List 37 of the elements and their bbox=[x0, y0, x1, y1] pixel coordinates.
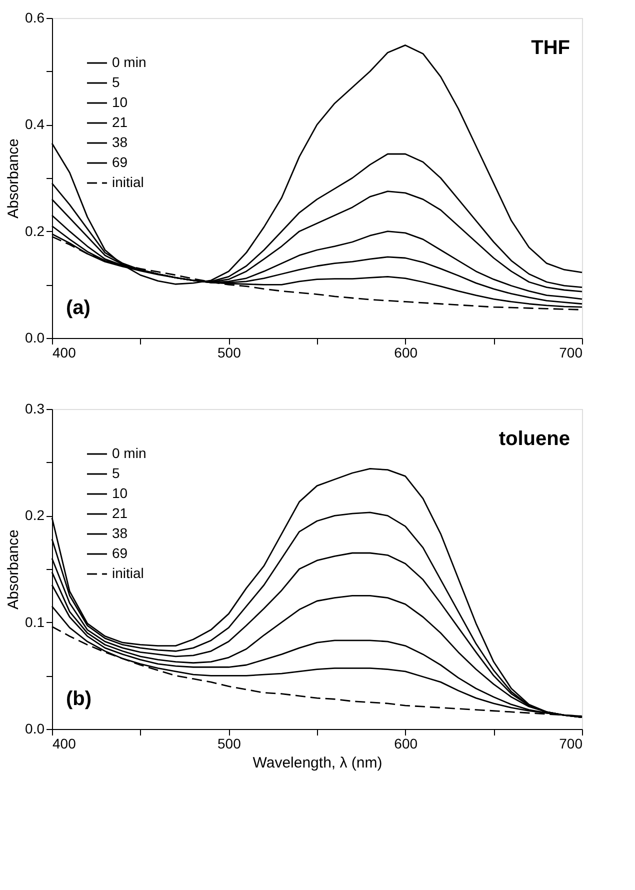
x-tick-label: 600 bbox=[394, 344, 418, 360]
x-tick-label: 700 bbox=[559, 344, 583, 360]
legend-label: 0 min bbox=[112, 54, 146, 70]
y-tick-label: 0.1 bbox=[25, 614, 45, 630]
legend-label: 21 bbox=[112, 505, 128, 521]
x-tick-label: 600 bbox=[394, 736, 418, 752]
annotation: (b) bbox=[66, 688, 92, 710]
legend-label: 5 bbox=[112, 465, 120, 481]
legend-label: 0 min bbox=[112, 445, 146, 461]
legend-label: 21 bbox=[112, 114, 128, 130]
legend-label: initial bbox=[112, 174, 144, 190]
y-tick-label: 0.3 bbox=[25, 400, 45, 416]
legend-label: 69 bbox=[112, 545, 128, 561]
annotation: (a) bbox=[66, 297, 90, 319]
y-tick-label: 0.2 bbox=[25, 222, 45, 239]
y-tick-label: 0.4 bbox=[25, 116, 45, 132]
y-axis-title: Absorbance bbox=[5, 529, 22, 610]
legend-label: initial bbox=[112, 565, 144, 581]
legend-label: 5 bbox=[112, 74, 120, 90]
x-tick-label: 700 bbox=[559, 736, 583, 752]
x-tick-label: 400 bbox=[52, 736, 76, 752]
x-tick-label: 500 bbox=[217, 344, 242, 360]
y-tick-label: 0.0 bbox=[25, 330, 45, 346]
x-tick-label: 400 bbox=[52, 344, 76, 360]
legend-label: 38 bbox=[112, 525, 128, 541]
annotation: THF bbox=[531, 37, 570, 59]
legend-label: 69 bbox=[112, 154, 128, 170]
annotation: toluene bbox=[498, 428, 570, 450]
y-tick-label: 0.6 bbox=[25, 10, 45, 26]
y-tick-label: 0.2 bbox=[25, 507, 45, 524]
legend-label: 38 bbox=[112, 134, 128, 150]
legend-label: 10 bbox=[112, 94, 128, 110]
legend-label: 10 bbox=[112, 485, 128, 501]
x-tick-label: 500 bbox=[217, 736, 242, 752]
x-axis-title: Wavelength, λ (nm) bbox=[252, 754, 382, 772]
y-tick-label: 0.0 bbox=[25, 720, 45, 736]
y-axis-title: Absorbance bbox=[5, 138, 22, 219]
